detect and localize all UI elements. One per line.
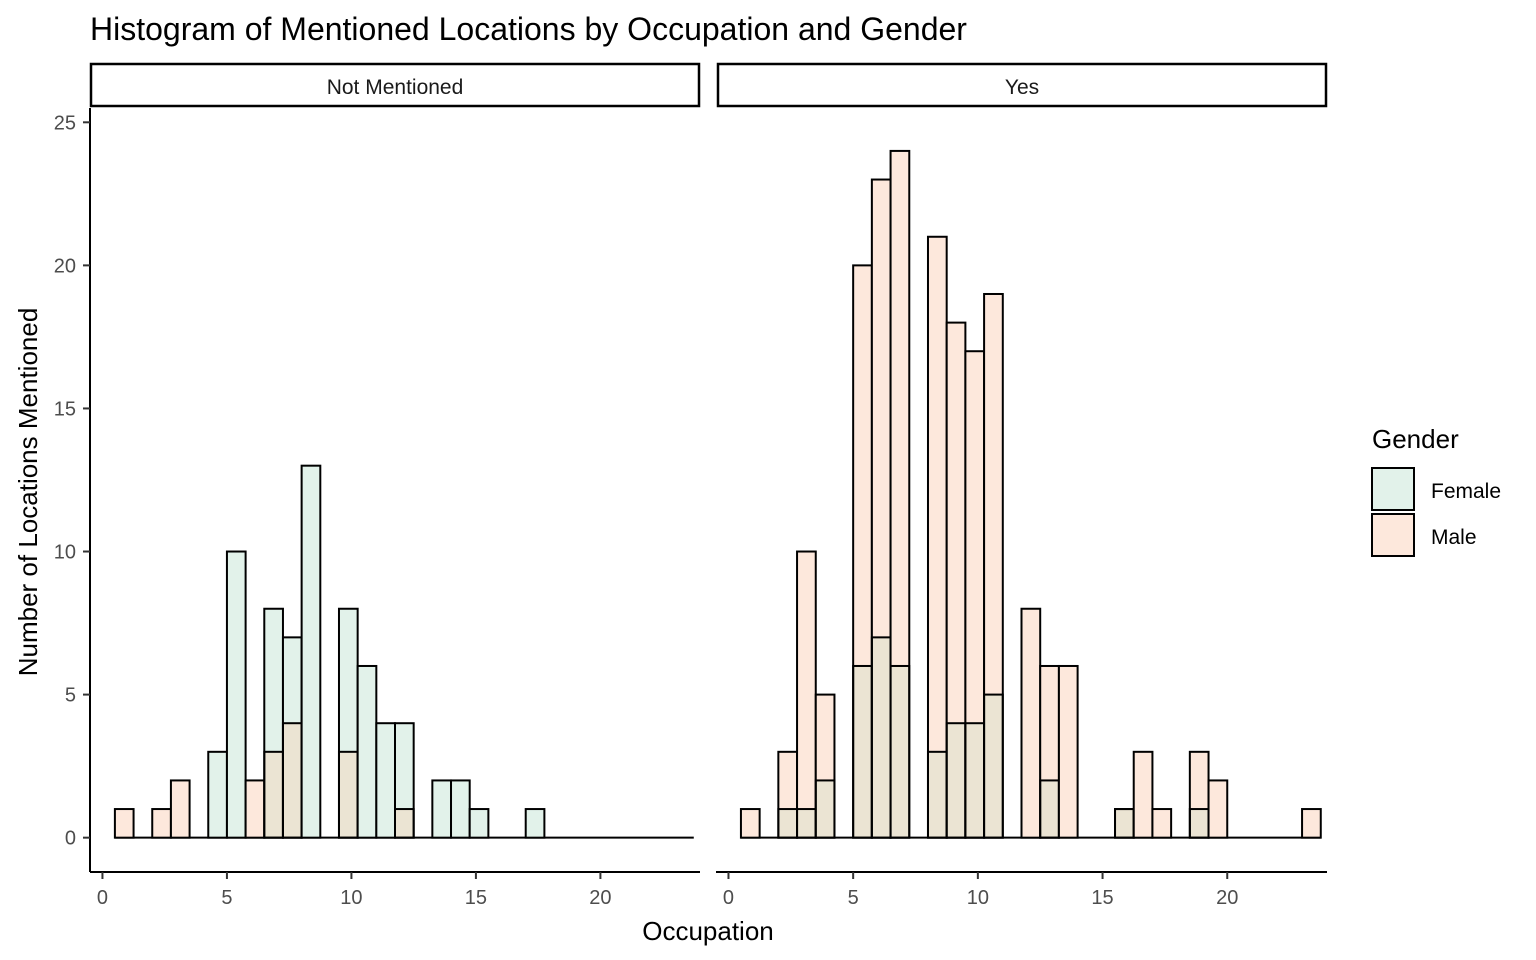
- bar-not-mentioned-male-15: [395, 809, 414, 838]
- bar-yes-male-20: [1115, 809, 1134, 838]
- bar-not-mentioned-male-9: [282, 723, 302, 838]
- legend-label-male: Male: [1431, 526, 1477, 549]
- bar-outline-not-mentioned-male-0: [113, 808, 135, 839]
- bar-yes-female-24: [1189, 809, 1209, 838]
- bar-yes-male-21: [1133, 751, 1153, 838]
- bar-not-mentioned-female-14: [376, 723, 395, 838]
- bar-outline-yes-male-4: [814, 693, 836, 839]
- bar-outline-not-mentioned-male-3: [169, 779, 191, 839]
- bar-outline-yes-male-0: [739, 808, 761, 839]
- bar-yes-female-10: [927, 751, 947, 838]
- bar-yes-male-11: [946, 322, 966, 838]
- bar-outline-not-mentioned-female-10: [300, 464, 322, 839]
- y-tick-label-20: 20: [54, 255, 76, 277]
- bar-yes-female-8: [890, 665, 910, 838]
- bar-outline-yes-male-30: [1301, 808, 1322, 839]
- x-tick-label-yes-15: 15: [1091, 887, 1113, 909]
- strip-label-not-mentioned: Not Mentioned: [327, 76, 464, 99]
- bar-not-mentioned-female-10: [301, 465, 321, 838]
- x-tick-label-not-mentioned-5: 5: [221, 887, 232, 909]
- bar-not-mentioned-male-3: [170, 780, 190, 838]
- panel-yes: [739, 149, 1322, 839]
- bar-outline-not-mentioned-female-6: [225, 550, 247, 839]
- y-tick-label-25: 25: [54, 112, 76, 134]
- bar-yes-male-0: [740, 809, 760, 838]
- x-tick-label-not-mentioned-10: 10: [340, 887, 362, 909]
- legend: Gender Female Male: [1371, 424, 1501, 557]
- y-tick-label-5: 5: [65, 685, 76, 707]
- legend-key-male: [1371, 513, 1415, 557]
- bar-not-mentioned-female-6: [226, 551, 246, 838]
- strip-not-mentioned: Not Mentioned: [89, 62, 701, 108]
- y-tick-label-15: 15: [54, 398, 76, 420]
- bar-yes-female-6: [853, 665, 872, 838]
- bar-yes-female-11: [946, 723, 966, 838]
- x-tick-label-yes-20: 20: [1216, 887, 1238, 909]
- bar-yes-male-12: [965, 351, 985, 838]
- bar-not-mentioned-female-22: [525, 809, 545, 838]
- strip-yes: Yes: [716, 62, 1328, 108]
- bar-not-mentioned-male-2: [152, 809, 171, 838]
- bar-yes-female-2: [778, 809, 798, 838]
- bar-yes-male-17: [1058, 665, 1078, 838]
- bar-not-mentioned-female-5: [208, 751, 227, 838]
- bar-yes-male-3: [797, 551, 816, 838]
- x-tick-label-not-mentioned-20: 20: [589, 887, 611, 909]
- bar-yes-female-4: [815, 780, 835, 838]
- bar-yes-male-30: [1302, 809, 1321, 838]
- x-tick-label-not-mentioned-15: 15: [465, 887, 487, 909]
- bar-outline-yes-male-13: [983, 292, 1004, 839]
- legend-key-female: [1371, 467, 1415, 511]
- bar-yes-female-13: [984, 694, 1003, 838]
- bar-yes-male-25: [1208, 780, 1228, 838]
- panel-not-mentioned: [113, 464, 694, 839]
- bar-outline-not-mentioned-male-15: [394, 808, 415, 839]
- y-axis-title: Number of Locations Mentioned: [13, 308, 43, 677]
- bar-yes-male-15: [1021, 608, 1041, 838]
- strip-label-yes: Yes: [1005, 76, 1039, 99]
- x-axis-title: Occupation: [642, 916, 774, 946]
- bar-not-mentioned-male-8: [264, 751, 283, 838]
- y-tick-label-0: 0: [65, 828, 76, 850]
- bar-yes-female-7: [871, 637, 891, 838]
- bar-not-mentioned-female-13: [357, 665, 377, 838]
- bar-not-mentioned-female-18: [451, 780, 470, 838]
- bar-yes-female-12: [965, 723, 985, 838]
- bar-yes-female-3: [797, 809, 816, 838]
- bar-outline-yes-male-17: [1057, 664, 1079, 839]
- bar-not-mentioned-female-19: [469, 809, 489, 838]
- bar-outline-yes-male-22: [1151, 808, 1173, 839]
- bar-outline-not-mentioned-female-19: [468, 808, 490, 839]
- x-tick-label-not-mentioned-0: 0: [97, 887, 108, 909]
- bar-not-mentioned-male-7: [245, 780, 265, 838]
- x-tick-label-yes-5: 5: [848, 887, 859, 909]
- legend-title: Gender: [1372, 424, 1459, 454]
- bar-outline-not-mentioned-female-22: [524, 808, 546, 839]
- bar-yes-male-22: [1152, 809, 1172, 838]
- bar-outline-yes-male-8: [889, 149, 911, 839]
- bar-outline-yes-male-21: [1132, 750, 1154, 839]
- x-tick-label-yes-0: 0: [723, 887, 734, 909]
- x-axis-not-mentioned: 0 5 10 15 20: [90, 871, 700, 909]
- x-axis-yes: 0 5 10 15 20: [716, 871, 1327, 909]
- bar-not-mentioned-female-17: [432, 780, 452, 838]
- bar-yes-male-10: [927, 236, 947, 838]
- y-axis: 0 5 10 15 20 25: [54, 108, 91, 872]
- chart-title: Histogram of Mentioned Locations by Occu…: [90, 11, 967, 47]
- x-tick-label-yes-10: 10: [967, 887, 989, 909]
- y-tick-label-10: 10: [54, 542, 76, 564]
- legend-label-female: Female: [1431, 480, 1501, 503]
- bar-yes-female-16: [1040, 780, 1059, 838]
- bar-outline-yes-male-25: [1207, 779, 1229, 839]
- bar-not-mentioned-male-0: [114, 809, 134, 838]
- bar-not-mentioned-male-12: [338, 751, 358, 838]
